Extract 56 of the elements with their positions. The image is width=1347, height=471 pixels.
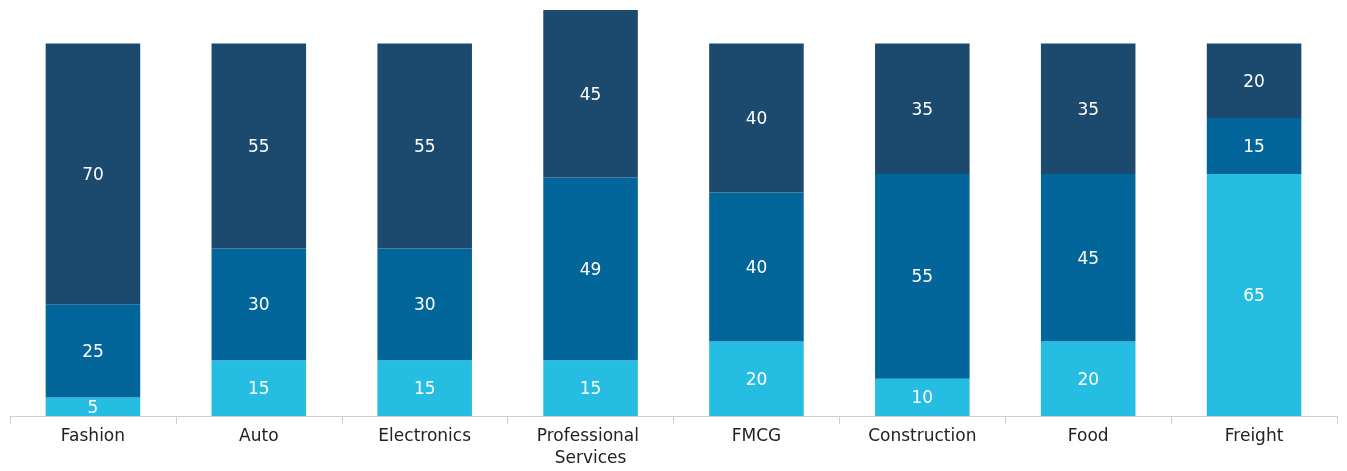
bar — [45, 43, 141, 305]
bar — [1040, 341, 1136, 416]
bar — [211, 360, 307, 416]
bar — [543, 177, 638, 361]
bar — [1206, 118, 1302, 174]
x-tick-label: FMCG — [731, 425, 782, 445]
bar — [709, 43, 804, 193]
data-label: 55 — [911, 266, 934, 287]
data-label: 20 — [1077, 368, 1100, 389]
data-label: 20 — [745, 368, 768, 389]
bar — [875, 173, 970, 379]
data-label: 25 — [82, 340, 104, 361]
x-tick-label: Electronics — [378, 425, 472, 445]
bar — [1206, 43, 1302, 119]
x-tick-label: Auto — [239, 425, 279, 445]
bar — [45, 397, 141, 416]
bar — [709, 341, 804, 416]
data-label: 35 — [1077, 98, 1100, 119]
bar — [709, 192, 804, 342]
data-label: 5 — [87, 396, 99, 417]
bar — [377, 43, 472, 249]
bar — [543, 360, 638, 416]
bar — [1206, 173, 1302, 416]
data-label: 15 — [413, 378, 436, 399]
data-label: 30 — [413, 294, 436, 315]
data-label: 70 — [82, 163, 104, 184]
bar — [211, 248, 307, 361]
x-tick-label: Freight — [1224, 425, 1284, 445]
data-label: 30 — [247, 294, 270, 315]
data-label: 15 — [1243, 135, 1265, 156]
data-label: 55 — [247, 135, 270, 156]
data-label: 45 — [1077, 247, 1100, 268]
bar — [1040, 173, 1136, 342]
x-tick-label: Construction — [868, 425, 977, 445]
data-label: 55 — [413, 135, 436, 156]
data-label: 40 — [745, 257, 768, 278]
x-tick-label: Fashion — [60, 425, 126, 445]
data-label: 49 — [579, 258, 602, 279]
bar — [543, 10, 638, 178]
data-label: 35 — [911, 98, 934, 119]
bar — [45, 304, 141, 398]
x-tick-label: Food — [1067, 425, 1109, 445]
bar — [377, 248, 472, 361]
bar — [211, 43, 307, 249]
data-label: 65 — [1243, 284, 1265, 305]
data-label: 15 — [247, 378, 270, 399]
data-label: 15 — [579, 378, 602, 399]
x-tick-label: Professional Services — [536, 425, 645, 467]
bar — [1040, 43, 1136, 174]
data-label: 45 — [579, 83, 602, 104]
data-label: 20 — [1243, 70, 1265, 91]
bar — [377, 360, 472, 416]
data-label: 10 — [911, 387, 934, 408]
bar — [875, 378, 970, 416]
data-label: 40 — [745, 108, 768, 129]
bar — [875, 43, 970, 174]
